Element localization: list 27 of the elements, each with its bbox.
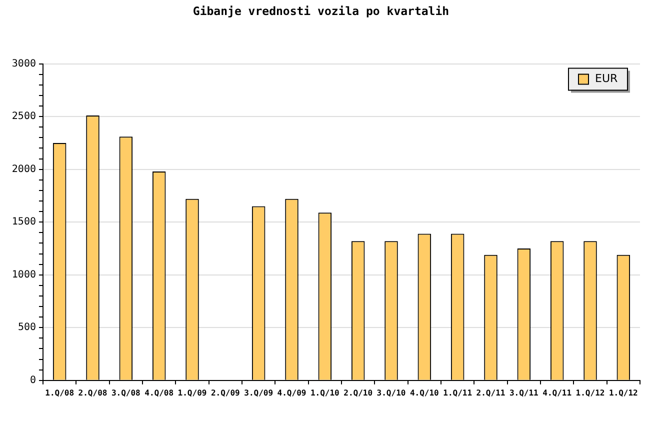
x-tick-label: 4.Q/10 xyxy=(410,388,440,398)
x-tick-label: 2.Q/09 xyxy=(210,388,240,398)
x-tick-label: 1.Q/12 xyxy=(576,388,605,398)
y-tick-label: 500 xyxy=(18,322,36,334)
x-tick-label: 1.Q/11 xyxy=(443,388,472,398)
x-tick-label: 1.Q/10 xyxy=(310,388,340,398)
chart-title: Gibanje vrednosti vozila po kvartalih xyxy=(192,4,450,18)
y-tick-label: 2000 xyxy=(12,164,36,175)
x-tick-label: 4.Q/11 xyxy=(542,388,572,398)
x-tick-label: 4.Q/08 xyxy=(144,388,174,398)
y-tick-label: 1500 xyxy=(12,216,36,228)
x-tick-label: 3.Q/08 xyxy=(111,388,141,398)
x-tick-label: 1.Q/09 xyxy=(178,388,207,398)
y-tick-label: 0 xyxy=(30,374,36,386)
x-tick-label: 4.Q/09 xyxy=(277,388,306,398)
y-tick-label: 1000 xyxy=(12,269,36,280)
x-tick-label: 3.Q/09 xyxy=(244,388,274,398)
x-tick-label: 1.Q/12 xyxy=(608,388,638,398)
x-tick-label: 3.Q/11 xyxy=(509,388,539,398)
x-tick-label: 2.Q/11 xyxy=(476,388,506,398)
x-tick-label: 2.Q/08 xyxy=(78,388,108,398)
y-tick-label: 2500 xyxy=(12,111,36,122)
legend-label: EUR xyxy=(595,72,618,86)
y-tick-label: 3000 xyxy=(12,58,36,70)
x-tick-label: 2.Q/10 xyxy=(344,388,373,398)
x-tick-label: 1.Q/08 xyxy=(45,388,74,398)
x-tick-label: 3.Q/10 xyxy=(376,388,406,398)
